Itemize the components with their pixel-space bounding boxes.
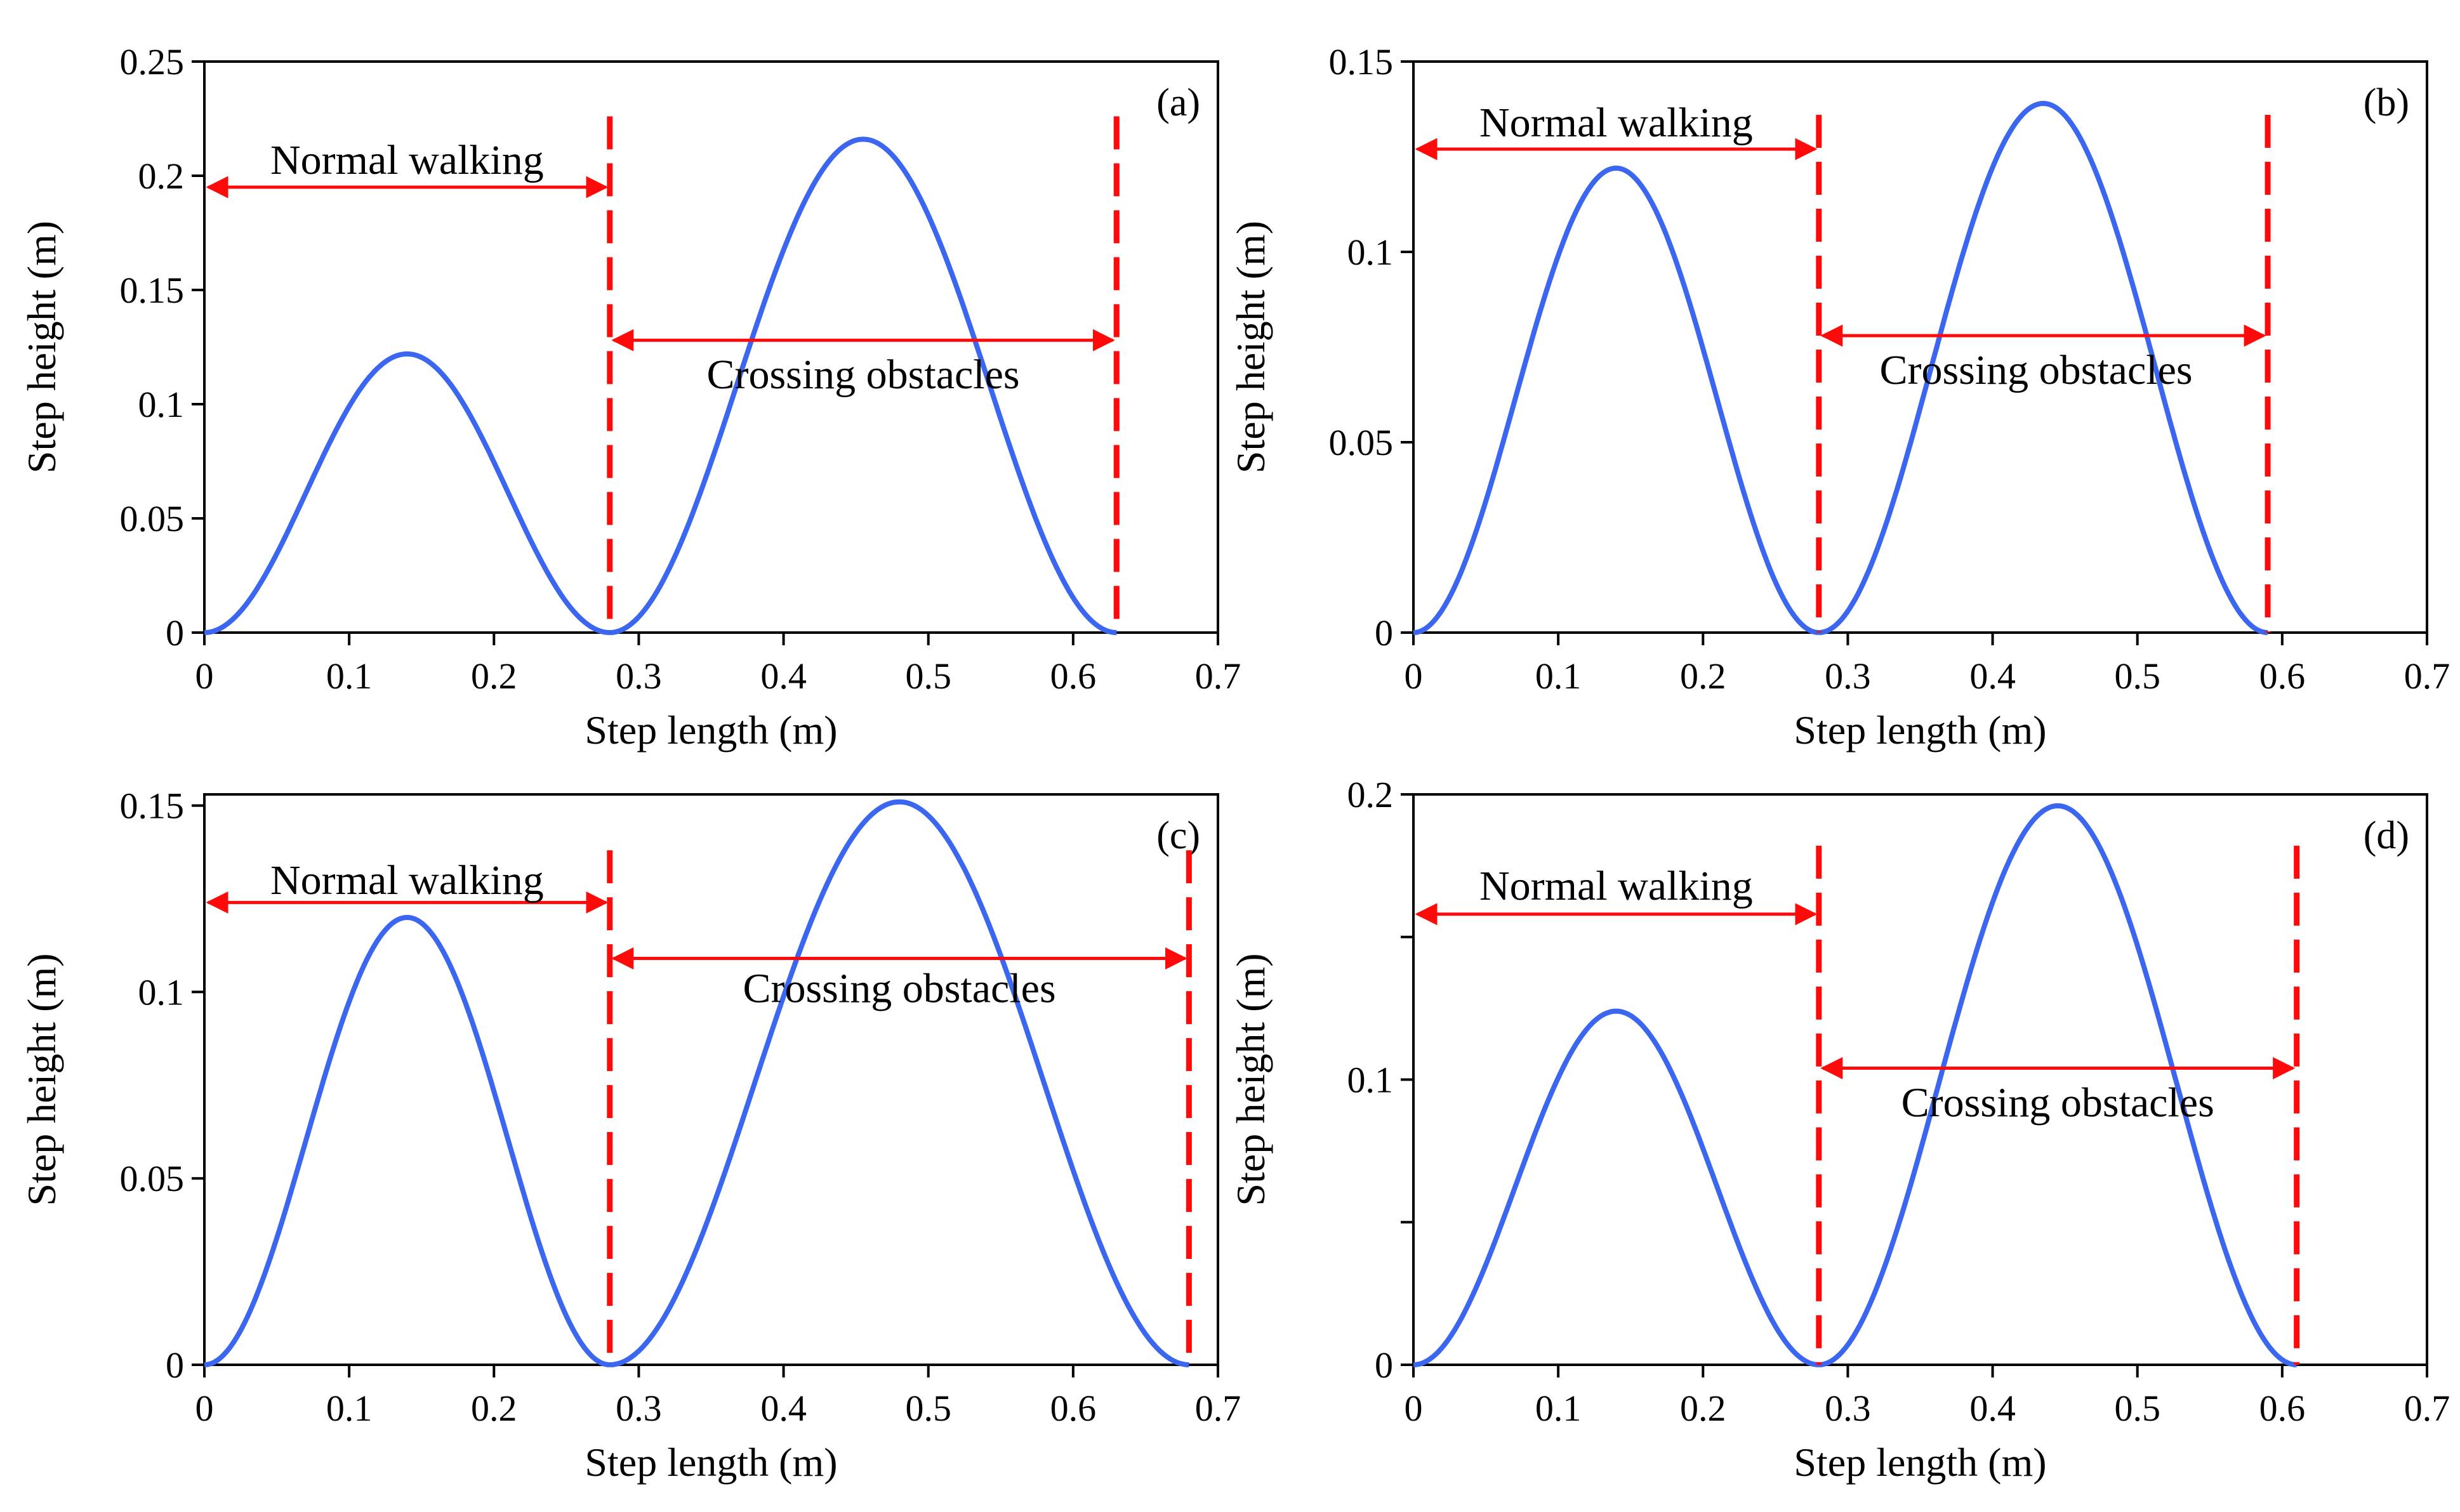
y-tick-label-b: 0: [1375, 612, 1393, 654]
x-tick-label-d: 0.6: [2259, 1388, 2306, 1429]
y-tick-label-d: 0.1: [1347, 1060, 1394, 1101]
y-axis-title-c: Step height (m): [19, 953, 64, 1206]
normal-walking-label-b: Normal walking: [1479, 100, 1753, 146]
plot-frame-c: [203, 793, 1219, 1366]
panel-tag-c: (c): [1156, 814, 1200, 857]
normal-walking-curve-a: [204, 351, 610, 635]
y-tick-label-a: 0: [166, 612, 184, 654]
x-tick-label-c: 0.5: [905, 1388, 951, 1429]
x-axis-title-d: Step length (m): [1794, 1440, 2046, 1485]
x-tick-label-a: 0.2: [471, 655, 517, 697]
crossing-obstacles-curve-a: [609, 136, 1117, 635]
x-tick-label-d: 0.3: [1825, 1388, 1871, 1429]
y-tick-label-c: 0: [166, 1344, 184, 1386]
normal-walking-label-d: Normal walking: [1479, 863, 1753, 909]
y-tick-label-b: 0.05: [1329, 422, 1394, 463]
plot-frame-b: [1412, 60, 2428, 634]
crossing-obstacles-curve-d: [1818, 803, 2297, 1367]
y-tick-label-a: 0.15: [120, 270, 185, 311]
x-tick-label-b: 0.1: [1535, 655, 1582, 697]
chart-panel-a: 0 0.1 0.2 0.3 0.4 0.5 0.6 0.7 0 0.05 0.1 0.15 0.2 0.2…: [19, 41, 1241, 753]
x-tick-label-a: 0: [195, 655, 214, 697]
y-axis-title-a: Step height (m): [19, 221, 64, 473]
plot-frame-a: [203, 60, 1219, 634]
crossing-obstacles-label-c: Crossing obstacles: [743, 966, 1056, 1012]
chart-panel-b: 0 0.1 0.2 0.3 0.4 0.5 0.6 0.7 0 0.05 0.1 0.15 Step l…: [1228, 41, 2450, 753]
chart-panel-c: 0 0.1 0.2 0.3 0.4 0.5 0.6 0.7 0 0.05 0.1 0.15 Step l…: [19, 786, 1241, 1485]
panel-tag-a: (a): [1156, 81, 1200, 124]
y-tick-label-c: 0.05: [120, 1158, 185, 1199]
normal-walking-curve-b: [1413, 166, 1820, 635]
panel-tag-d: (d): [2364, 814, 2409, 857]
x-tick-label-d: 0.1: [1535, 1388, 1582, 1429]
x-axis-title-c: Step length (m): [585, 1440, 837, 1485]
crossing-obstacles-label-d: Crossing obstacles: [1901, 1079, 2214, 1126]
y-tick-label-a: 0.05: [120, 498, 185, 539]
x-tick-label-a: 0.3: [616, 655, 662, 697]
crossing-obstacles-label-a: Crossing obstacles: [706, 352, 1019, 398]
x-tick-label-b: 0.4: [1969, 655, 2016, 697]
y-tick-label-a: 0.25: [120, 41, 185, 82]
y-tick-label-c: 0.15: [120, 786, 185, 827]
crossing-obstacles-curve-b: [1818, 101, 2268, 635]
y-tick-label-d: 0.2: [1347, 774, 1394, 815]
x-tick-label-d: 0: [1405, 1388, 1423, 1429]
x-tick-label-c: 0.7: [1195, 1388, 1241, 1429]
y-tick-label-b: 0.15: [1329, 41, 1394, 82]
x-tick-label-a: 0.6: [1050, 655, 1097, 697]
x-axis-title-b: Step length (m): [1794, 707, 2046, 753]
y-axis-title-b: Step height (m): [1228, 221, 1273, 473]
crossing-obstacles-curve-c: [609, 799, 1189, 1367]
normal-walking-label-a: Normal walking: [270, 137, 544, 183]
x-tick-label-a: 0.4: [760, 655, 807, 697]
x-tick-label-c: 0.4: [760, 1388, 807, 1429]
panel-tag-b: (b): [2364, 81, 2409, 124]
x-tick-label-d: 0.4: [1969, 1388, 2016, 1429]
x-tick-label-b: 0.3: [1825, 655, 1871, 697]
x-axis-title-a: Step length (m): [585, 707, 837, 753]
x-tick-label-c: 0.3: [616, 1388, 662, 1429]
x-tick-label-d: 0.5: [2114, 1388, 2160, 1429]
x-tick-label-c: 0.6: [1050, 1388, 1097, 1429]
x-tick-label-d: 0.2: [1680, 1388, 1726, 1429]
x-tick-label-b: 0.6: [2259, 655, 2306, 697]
crossing-obstacles-label-b: Crossing obstacles: [1879, 347, 2192, 393]
x-tick-label-b: 0.5: [2114, 655, 2160, 697]
y-tick-label-b: 0.1: [1347, 232, 1394, 273]
y-tick-label-a: 0.2: [138, 155, 185, 197]
x-tick-label-b: 0: [1405, 655, 1423, 697]
y-tick-label-c: 0.1: [138, 971, 185, 1013]
normal-walking-curve-c: [204, 914, 611, 1367]
x-tick-label-a: 0.5: [905, 655, 951, 697]
x-tick-label-c: 0: [195, 1388, 214, 1429]
chart-panel-d: 0 0.1 0.2 0.3 0.4 0.5 0.6 0.7 0 0.1 0.2 Step length…: [1228, 774, 2450, 1485]
y-axis-title-d: Step height (m): [1228, 953, 1273, 1206]
normal-walking-curve-d: [1413, 1008, 1819, 1367]
normal-walking-label-c: Normal walking: [270, 857, 544, 904]
x-tick-label-c: 0.1: [326, 1388, 373, 1429]
x-tick-label-b: 0.7: [2404, 655, 2450, 697]
y-tick-label-d: 0: [1375, 1344, 1393, 1386]
x-tick-label-b: 0.2: [1680, 655, 1726, 697]
x-tick-label-a: 0.7: [1195, 655, 1241, 697]
y-tick-label-a: 0.1: [138, 384, 185, 425]
x-tick-label-a: 0.1: [326, 655, 373, 697]
x-tick-label-c: 0.2: [471, 1388, 517, 1429]
x-tick-label-d: 0.7: [2404, 1388, 2450, 1429]
